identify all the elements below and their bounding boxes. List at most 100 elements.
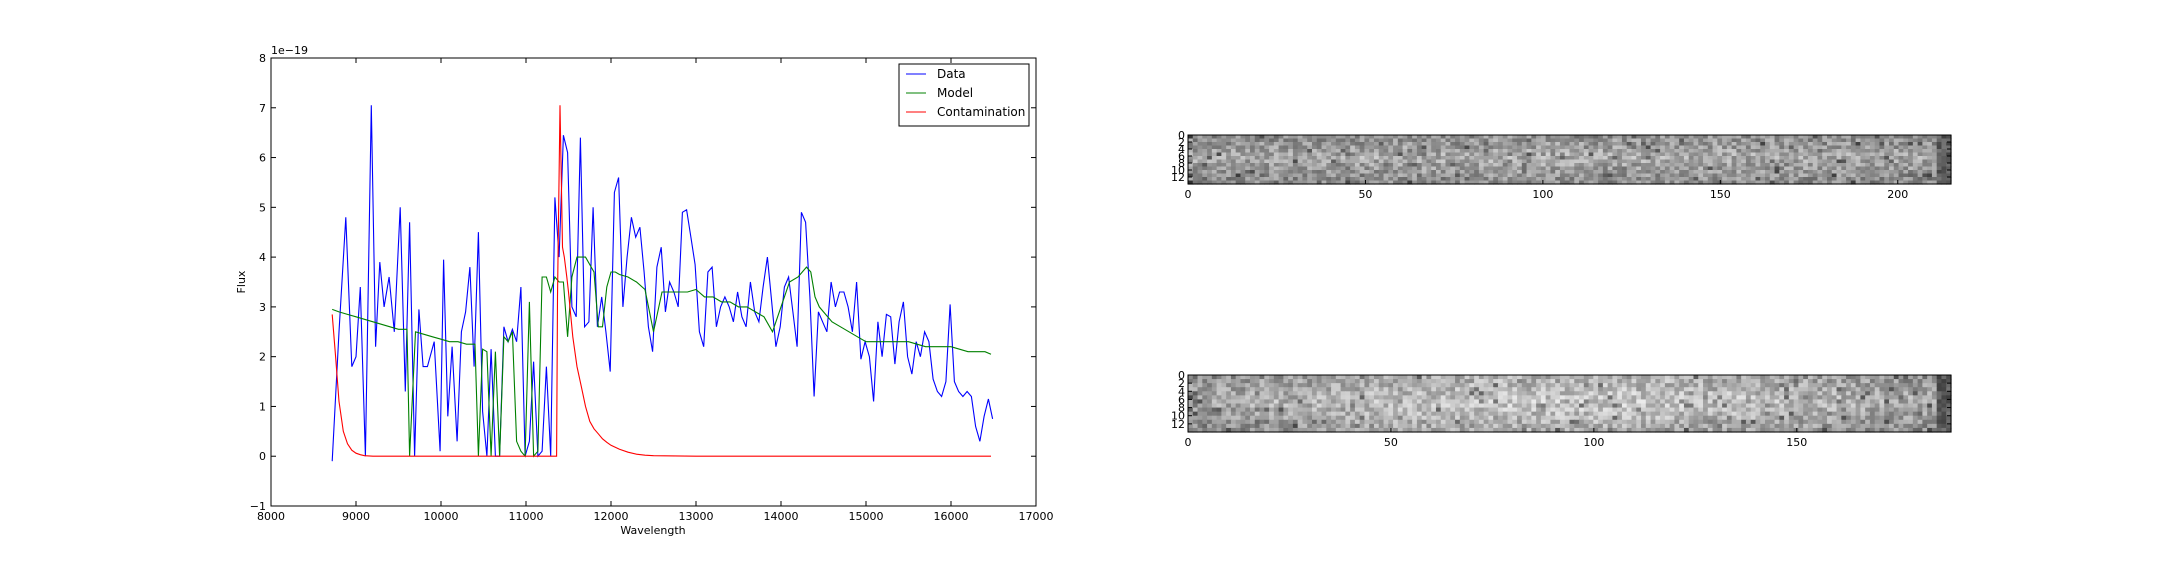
image-pixel bbox=[1621, 427, 1628, 433]
image-pixel bbox=[1383, 138, 1389, 143]
image-pixel bbox=[1765, 415, 1771, 421]
image-pixel bbox=[1774, 411, 1780, 417]
image-pixel bbox=[1207, 427, 1213, 433]
image-pixel bbox=[1459, 399, 1466, 405]
image-pixel bbox=[1459, 387, 1466, 392]
image-pixel bbox=[1559, 135, 1566, 140]
image-pixel bbox=[1540, 383, 1547, 388]
image-pixel bbox=[1455, 383, 1461, 388]
image-pixel bbox=[1726, 163, 1733, 168]
image-pixel bbox=[1745, 180, 1752, 185]
image-pixel bbox=[1383, 135, 1389, 140]
image-pixel bbox=[1254, 166, 1261, 171]
image-pixel bbox=[1893, 387, 1900, 392]
image-pixel bbox=[1946, 407, 1952, 413]
image-pixel bbox=[1688, 415, 1695, 421]
image-pixel bbox=[1540, 415, 1547, 421]
image-pixel bbox=[1278, 419, 1284, 425]
image-pixel bbox=[1221, 375, 1227, 380]
image-pixel bbox=[1464, 407, 1470, 413]
image-pixel bbox=[1264, 156, 1270, 161]
image-pixel bbox=[1545, 403, 1552, 409]
image-pixel bbox=[1369, 419, 1375, 425]
image-pixel bbox=[1865, 156, 1871, 161]
image-pixel bbox=[1827, 166, 1833, 171]
image-pixel bbox=[1650, 166, 1656, 171]
image-pixel bbox=[1788, 149, 1795, 154]
image-pixel bbox=[1464, 419, 1470, 425]
image-pixel bbox=[1927, 423, 1933, 429]
image-pixel bbox=[1455, 152, 1461, 157]
image-pixel bbox=[1865, 170, 1871, 175]
image-pixel bbox=[1698, 156, 1704, 161]
image-pixel bbox=[1188, 423, 1194, 429]
image-pixel bbox=[1893, 403, 1900, 409]
image-pixel bbox=[1278, 156, 1284, 161]
image-pixel bbox=[1650, 163, 1656, 168]
image-pixel bbox=[1717, 415, 1723, 421]
image-pixel bbox=[1569, 399, 1575, 405]
image-pixel bbox=[1645, 170, 1652, 175]
image-pixel bbox=[1788, 407, 1795, 413]
image-pixel bbox=[1245, 156, 1251, 161]
image-pixel bbox=[1774, 163, 1780, 168]
image-pixel bbox=[1555, 379, 1561, 384]
image-pixel bbox=[1593, 149, 1599, 154]
image-pixel bbox=[1512, 152, 1518, 157]
image-pixel bbox=[1579, 415, 1585, 421]
image-pixel bbox=[1850, 166, 1857, 171]
image-pixel bbox=[1540, 180, 1547, 185]
image-pixel bbox=[1331, 399, 1337, 405]
image-y-tick-label: 4 bbox=[1178, 143, 1185, 156]
image-pixel bbox=[1726, 156, 1733, 161]
image-pixel bbox=[1850, 391, 1857, 396]
image-pixel bbox=[1602, 135, 1609, 140]
image-pixel bbox=[1683, 387, 1690, 392]
image-pixel bbox=[1779, 135, 1785, 140]
image-pixel bbox=[1722, 166, 1728, 171]
image-pixel bbox=[1369, 159, 1375, 164]
image-pixel bbox=[1784, 177, 1790, 182]
image-pixel bbox=[1402, 135, 1408, 140]
image-pixel bbox=[1602, 387, 1609, 392]
x-tick-label: 17000 bbox=[1019, 510, 1054, 523]
image-pixel bbox=[1326, 159, 1332, 164]
image-pixel bbox=[1369, 387, 1375, 392]
image-pixel bbox=[1450, 387, 1456, 392]
image-pixel bbox=[1688, 419, 1695, 425]
image-pixel bbox=[1931, 403, 1938, 409]
image-pixel bbox=[1841, 419, 1847, 425]
image-pixel bbox=[1765, 419, 1771, 425]
image-pixel bbox=[1717, 177, 1723, 182]
image-pixel bbox=[1369, 427, 1375, 433]
image-pixel bbox=[1841, 135, 1847, 140]
image-pixel bbox=[1807, 177, 1814, 182]
image-pixel bbox=[1598, 159, 1604, 164]
image-pixel bbox=[1259, 399, 1265, 405]
image-pixel bbox=[1822, 419, 1828, 425]
image-pixel bbox=[1216, 423, 1222, 429]
image-pixel bbox=[1464, 403, 1470, 409]
image-pixel bbox=[1741, 173, 1747, 178]
image-pixel bbox=[1192, 423, 1199, 429]
image-pixel bbox=[1941, 152, 1947, 157]
image-pixel bbox=[1507, 423, 1513, 429]
image-pixel bbox=[1755, 403, 1761, 409]
image-pixel bbox=[1288, 375, 1294, 380]
image-pixel bbox=[1631, 180, 1637, 185]
image-pixel bbox=[1469, 423, 1475, 429]
image-pixel bbox=[1593, 423, 1599, 429]
image-pixel bbox=[1221, 152, 1227, 157]
image-pixel bbox=[1936, 419, 1943, 425]
image-pixel bbox=[1841, 399, 1847, 405]
image-pixel bbox=[1407, 395, 1413, 401]
image-pixel bbox=[1383, 142, 1389, 147]
image-pixel bbox=[1283, 177, 1289, 182]
image-pixel bbox=[1636, 375, 1642, 380]
image-pixel bbox=[1574, 403, 1580, 409]
image-pixel bbox=[1311, 375, 1318, 380]
image-pixel bbox=[1302, 170, 1308, 175]
image-pixel bbox=[1192, 395, 1199, 401]
image-pixel bbox=[1426, 177, 1432, 182]
image-pixel bbox=[1292, 170, 1299, 175]
